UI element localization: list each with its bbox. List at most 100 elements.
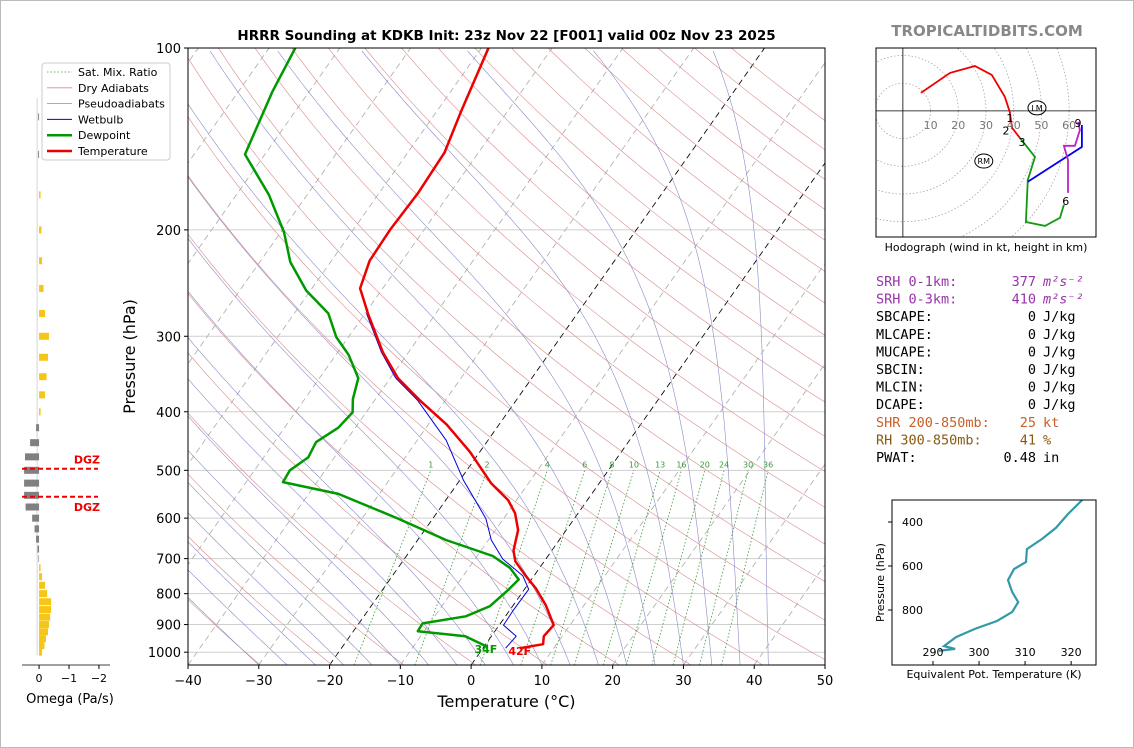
height-label: 3 bbox=[1019, 136, 1026, 149]
stat-value: 0 bbox=[1028, 362, 1036, 378]
omega-bar bbox=[39, 408, 41, 416]
omega-bar bbox=[39, 621, 49, 629]
brand: TROPICALTIDBITS.COM bbox=[891, 22, 1083, 40]
omega-tick-label: 0 bbox=[36, 672, 43, 685]
mixing-ratio-label: 2 bbox=[484, 460, 489, 469]
omega-bar bbox=[39, 581, 46, 589]
mixing-ratio-label: 30 bbox=[743, 460, 753, 469]
y-tick-label: 900 bbox=[156, 619, 181, 634]
x-tick-label: 320 bbox=[1061, 646, 1082, 659]
mixing-ratio-label: 6 bbox=[582, 460, 587, 469]
y-tick-label: 500 bbox=[156, 464, 181, 479]
ring-label: 30 bbox=[979, 119, 993, 132]
chart-title: HRRR Sounding at KDKB Init: 23z Nov 22 [… bbox=[237, 28, 775, 44]
stat-label: SRH 0-3km: bbox=[876, 292, 957, 308]
legend-label: Wetbulb bbox=[78, 113, 123, 126]
x-tick-label: −40 bbox=[174, 674, 201, 689]
ring-label: 40 bbox=[1007, 119, 1021, 132]
pseudoadiabat bbox=[188, 482, 373, 665]
isotherm bbox=[400, 61, 825, 665]
stat-value: 0 bbox=[1028, 380, 1036, 396]
dry-adiabat bbox=[188, 175, 763, 665]
omega-bar bbox=[39, 226, 42, 234]
pseudoadiabat bbox=[593, 50, 741, 665]
dry-adiabat bbox=[188, 116, 825, 661]
legend-label: Temperature bbox=[77, 145, 148, 158]
legend-label: Sat. Mix. Ratio bbox=[78, 66, 158, 79]
legend-label: Dewpoint bbox=[78, 129, 131, 142]
pseudoadiabat bbox=[712, 50, 769, 665]
y-tick-label: 800 bbox=[902, 604, 923, 617]
stat-value: 0 bbox=[1028, 397, 1036, 413]
stat-unit: in bbox=[1043, 450, 1059, 466]
dgz-label: DGZ bbox=[74, 454, 100, 467]
mixing-ratio-line bbox=[550, 470, 613, 665]
pseudoadiabat bbox=[209, 50, 628, 665]
pseudoadiabat bbox=[188, 415, 429, 665]
isotherm bbox=[258, 48, 695, 665]
stat-value: 0.48 bbox=[1003, 450, 1036, 466]
dry-adiabat bbox=[188, 535, 333, 665]
omega-bar bbox=[38, 113, 40, 121]
theta-e-line bbox=[938, 500, 1083, 652]
omega-bar bbox=[36, 535, 40, 543]
x-tick-label: 20 bbox=[604, 674, 621, 689]
omega-bar bbox=[34, 525, 40, 533]
stat-unit: J/kg bbox=[1043, 327, 1076, 343]
motion-label: RM bbox=[978, 157, 991, 166]
stat-label: RH 300-850mb: bbox=[876, 432, 982, 448]
isotherm bbox=[188, 48, 624, 665]
mixing-ratio-line bbox=[651, 470, 706, 665]
dry-adiabat bbox=[291, 48, 825, 508]
stat-label: SBCAPE: bbox=[876, 309, 933, 325]
omega-bar bbox=[39, 353, 49, 361]
omega-bar bbox=[25, 503, 40, 511]
dry-adiabat bbox=[188, 57, 825, 621]
omega-bar bbox=[39, 590, 48, 598]
omega-bar bbox=[39, 332, 49, 340]
hodograph-plot bbox=[876, 48, 1096, 237]
stat-unit: m²s⁻² bbox=[1042, 274, 1084, 290]
dry-adiabat bbox=[401, 48, 825, 403]
y-tick-label: 600 bbox=[156, 512, 181, 527]
dry-adiabat bbox=[364, 48, 825, 437]
x-tick-label: −30 bbox=[245, 674, 272, 689]
stat-label: SHR 200-850mb: bbox=[876, 415, 990, 431]
pseudoadiabat bbox=[188, 103, 599, 665]
dry-adiabat bbox=[188, 292, 620, 665]
omega-tick-label: −1 bbox=[61, 672, 77, 685]
dry-adiabat bbox=[328, 48, 825, 472]
motion-label: LM bbox=[1031, 104, 1042, 113]
stat-unit: J/kg bbox=[1043, 397, 1076, 413]
omega-bar bbox=[39, 606, 52, 614]
legend-box bbox=[41, 62, 171, 161]
stat-value: 41 bbox=[1020, 432, 1036, 448]
x-tick-label: −20 bbox=[316, 674, 343, 689]
stat-value: 0 bbox=[1028, 344, 1036, 360]
omega-bar bbox=[39, 573, 43, 581]
height-label: 1 bbox=[1006, 112, 1013, 125]
stat-unit: m²s⁻² bbox=[1042, 292, 1084, 308]
x-tick-label: 50 bbox=[817, 674, 834, 689]
hodograph-frame bbox=[875, 47, 1097, 238]
isotherm bbox=[188, 48, 553, 566]
stat-unit: % bbox=[1043, 432, 1051, 448]
height-label: 9 bbox=[1074, 117, 1081, 130]
stat-label: MUCAPE: bbox=[876, 344, 933, 360]
dry-adiabat bbox=[621, 48, 825, 210]
pseudoadiabat bbox=[188, 237, 543, 665]
omega-bar bbox=[38, 555, 40, 563]
y-tick-label: 200 bbox=[156, 224, 181, 239]
dgz-label: DGZ bbox=[74, 501, 100, 514]
hodograph-caption: Hodograph (wind in kt, height in km) bbox=[885, 241, 1088, 254]
theta-e-plot bbox=[938, 500, 1083, 652]
stat-value: 410 bbox=[1012, 292, 1036, 308]
dry-adiabat bbox=[584, 48, 825, 241]
pseudoadiabat bbox=[188, 541, 316, 665]
stat-unit: J/kg bbox=[1043, 309, 1076, 325]
stat-label: MLCIN: bbox=[876, 380, 925, 396]
omega-bar bbox=[39, 628, 49, 636]
motion-marker bbox=[1027, 100, 1047, 116]
